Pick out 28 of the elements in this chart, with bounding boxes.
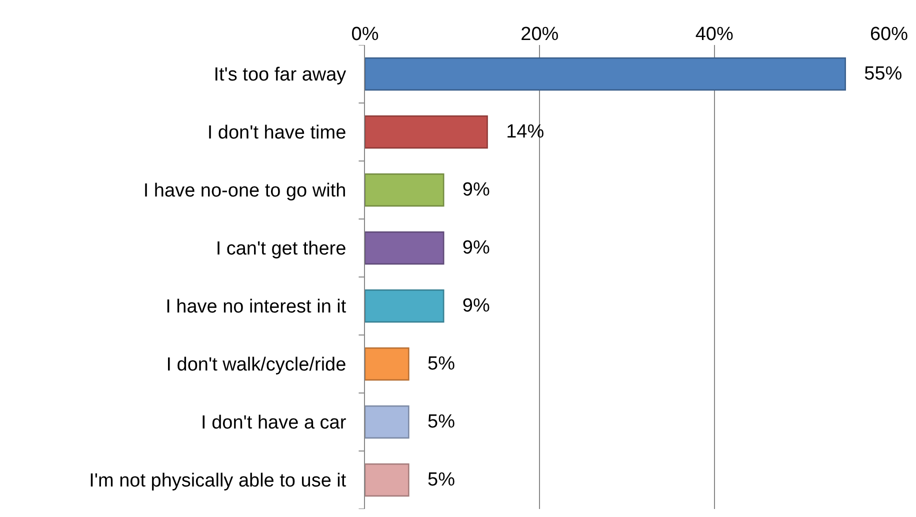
data-label: 9%	[446, 180, 490, 200]
y-tick-label: I don't walk/cycle/ride	[166, 354, 346, 376]
y-tick-label: I have no interest in it	[166, 296, 347, 318]
data-label: 5%	[412, 412, 456, 432]
y-tick-label: I can't get there	[216, 238, 346, 260]
bar	[365, 405, 410, 439]
data-label: 5%	[412, 470, 456, 490]
data-label: 14%	[490, 122, 544, 142]
y-tick-label: It's too far away	[214, 64, 347, 86]
bar	[365, 57, 846, 91]
y-tick-label: I don't have a car	[201, 412, 347, 434]
data-label: 9%	[446, 296, 490, 316]
data-label: 55%	[848, 64, 902, 84]
y-tick-label: I'm not physically able to use it	[89, 470, 347, 492]
x-tick-label: 0%	[351, 24, 379, 46]
bar	[365, 347, 410, 381]
y-tick-label: I don't have time	[207, 122, 346, 144]
bar	[365, 463, 410, 497]
x-tick-label: 60%	[870, 24, 908, 46]
bar	[365, 115, 488, 149]
x-tick-label: 40%	[695, 24, 734, 46]
data-label: 9%	[446, 238, 490, 258]
y-tick-label: I have no-one to go with	[143, 180, 346, 202]
bar	[365, 173, 444, 207]
x-tick-label: 20%	[520, 24, 559, 46]
bar	[365, 289, 444, 323]
data-label: 5%	[412, 354, 456, 374]
bar	[365, 231, 444, 265]
